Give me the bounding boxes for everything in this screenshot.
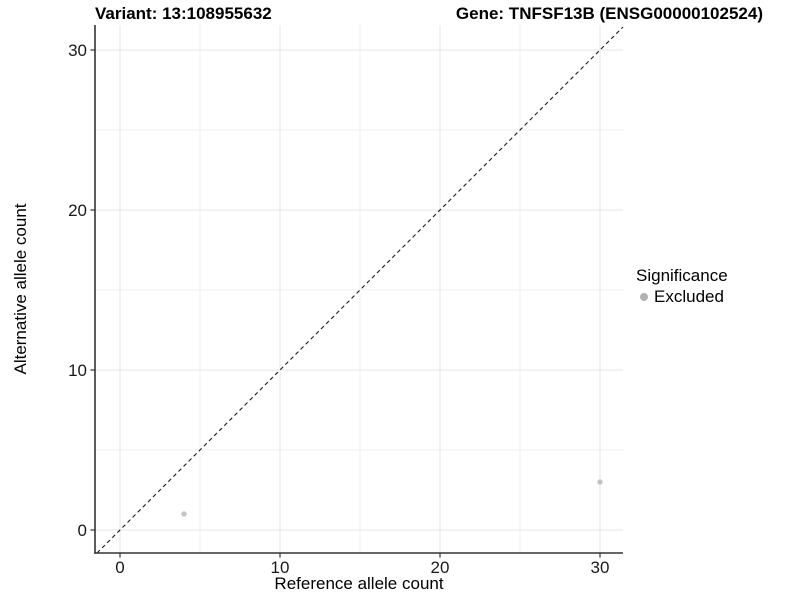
- legend: Significance Excluded: [636, 265, 728, 307]
- legend-title: Significance: [636, 266, 728, 285]
- plot-title-variant: Variant: 13:108955632: [95, 4, 272, 23]
- y-tick-label: 10: [68, 361, 87, 380]
- legend-item-excluded: Excluded: [636, 286, 728, 307]
- legend-item-label: Excluded: [654, 287, 724, 306]
- x-tick-label: 0: [115, 558, 124, 577]
- y-tick-label: 30: [68, 41, 87, 60]
- data-point: [181, 511, 187, 517]
- x-tick-label: 20: [431, 558, 450, 577]
- identity-line: [96, 26, 624, 554]
- y-tick-label: 20: [68, 201, 87, 220]
- x-tick-label: 30: [591, 558, 610, 577]
- data-point: [597, 479, 603, 485]
- y-axis-label: Alternative allele count: [11, 203, 30, 375]
- y-tick-label: 0: [78, 521, 87, 540]
- x-axis-label: Reference allele count: [274, 574, 444, 593]
- plot-title-gene: Gene: TNFSF13B (ENSG00000102524): [455, 4, 763, 23]
- x-tick-label: 10: [271, 558, 290, 577]
- legend-dot-icon: [640, 292, 648, 301]
